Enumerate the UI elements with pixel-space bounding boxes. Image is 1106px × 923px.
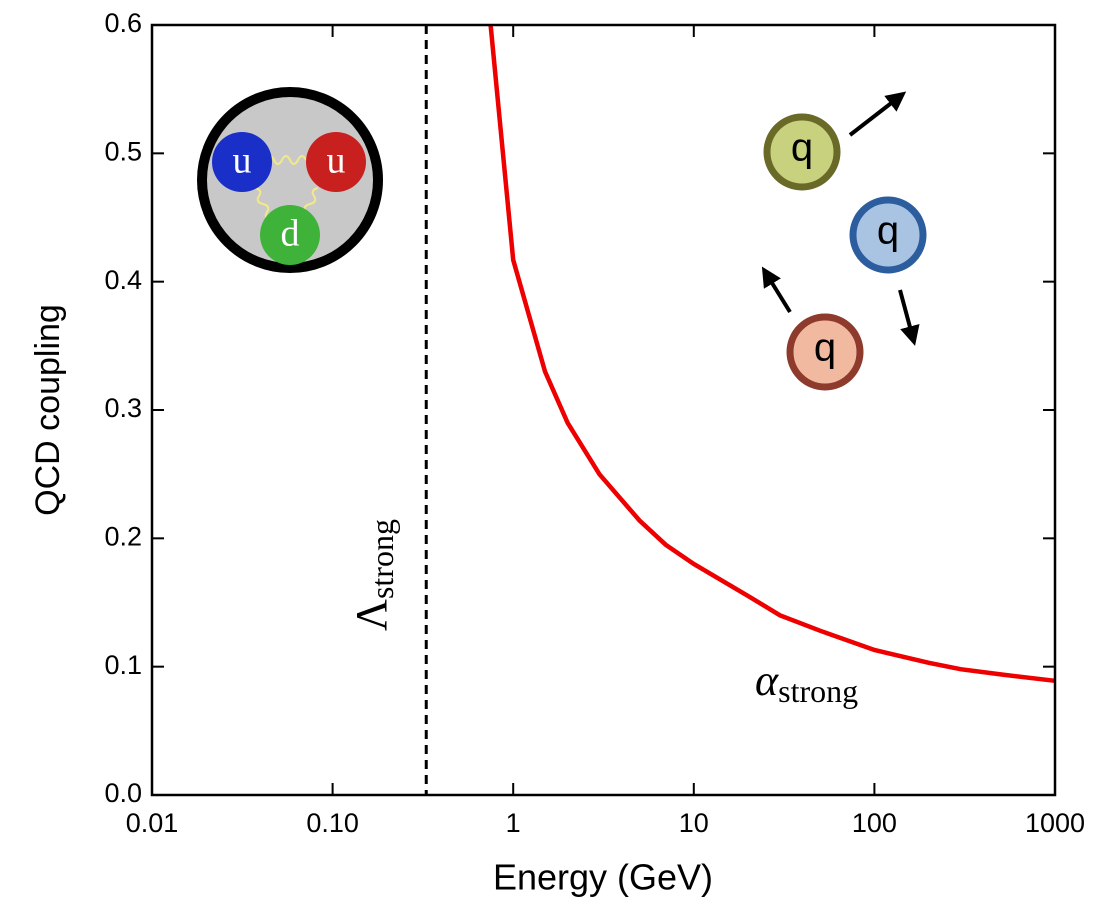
curve-label: αstrong	[755, 656, 858, 709]
arrow	[848, 91, 907, 137]
y-tick-label: 0.1	[104, 650, 142, 680]
subscript: strong	[778, 673, 858, 709]
quark	[260, 205, 320, 265]
quark	[763, 113, 841, 191]
y-tick-label: 0.3	[104, 393, 142, 423]
x-axis-label: Energy (GeV)	[493, 857, 713, 898]
x-tick-label: 0.01	[126, 808, 179, 838]
arrow	[898, 289, 920, 346]
quark-label: u	[233, 140, 252, 182]
x-tick-label: 0.10	[306, 808, 359, 838]
gluon	[254, 187, 272, 221]
y-tick-label: 0.6	[104, 8, 142, 38]
y-tick-label: 0.4	[104, 265, 142, 295]
quark	[849, 196, 927, 274]
threshold-label: Λstrong	[347, 519, 400, 631]
quark	[212, 132, 272, 192]
x-tick-label: 1	[506, 808, 521, 838]
quark	[786, 313, 864, 391]
y-tick-label: 0.2	[104, 521, 142, 551]
illustration: u ud q q q	[197, 87, 927, 391]
x-tick-label: 10	[679, 808, 709, 838]
quark	[306, 132, 366, 192]
y-tick-label: 0.0	[104, 778, 142, 808]
y-tick-label: 0.5	[104, 136, 142, 166]
x-tick-label: 100	[852, 808, 897, 838]
quark-label: q	[877, 209, 899, 253]
gluon	[265, 155, 307, 165]
y-axis-label: QCD coupling	[29, 304, 67, 516]
arrow	[761, 266, 792, 314]
coupling-curve	[488, 24, 1056, 684]
symbol: α	[755, 656, 779, 705]
quark-label: d	[281, 213, 300, 255]
symbol: Λ	[347, 599, 396, 631]
subscript: strong	[365, 519, 401, 599]
x-tick-label: 1000	[1025, 808, 1085, 838]
quark-label: q	[814, 326, 836, 370]
quark-label: u	[327, 140, 346, 182]
quark-label: q	[791, 126, 813, 170]
